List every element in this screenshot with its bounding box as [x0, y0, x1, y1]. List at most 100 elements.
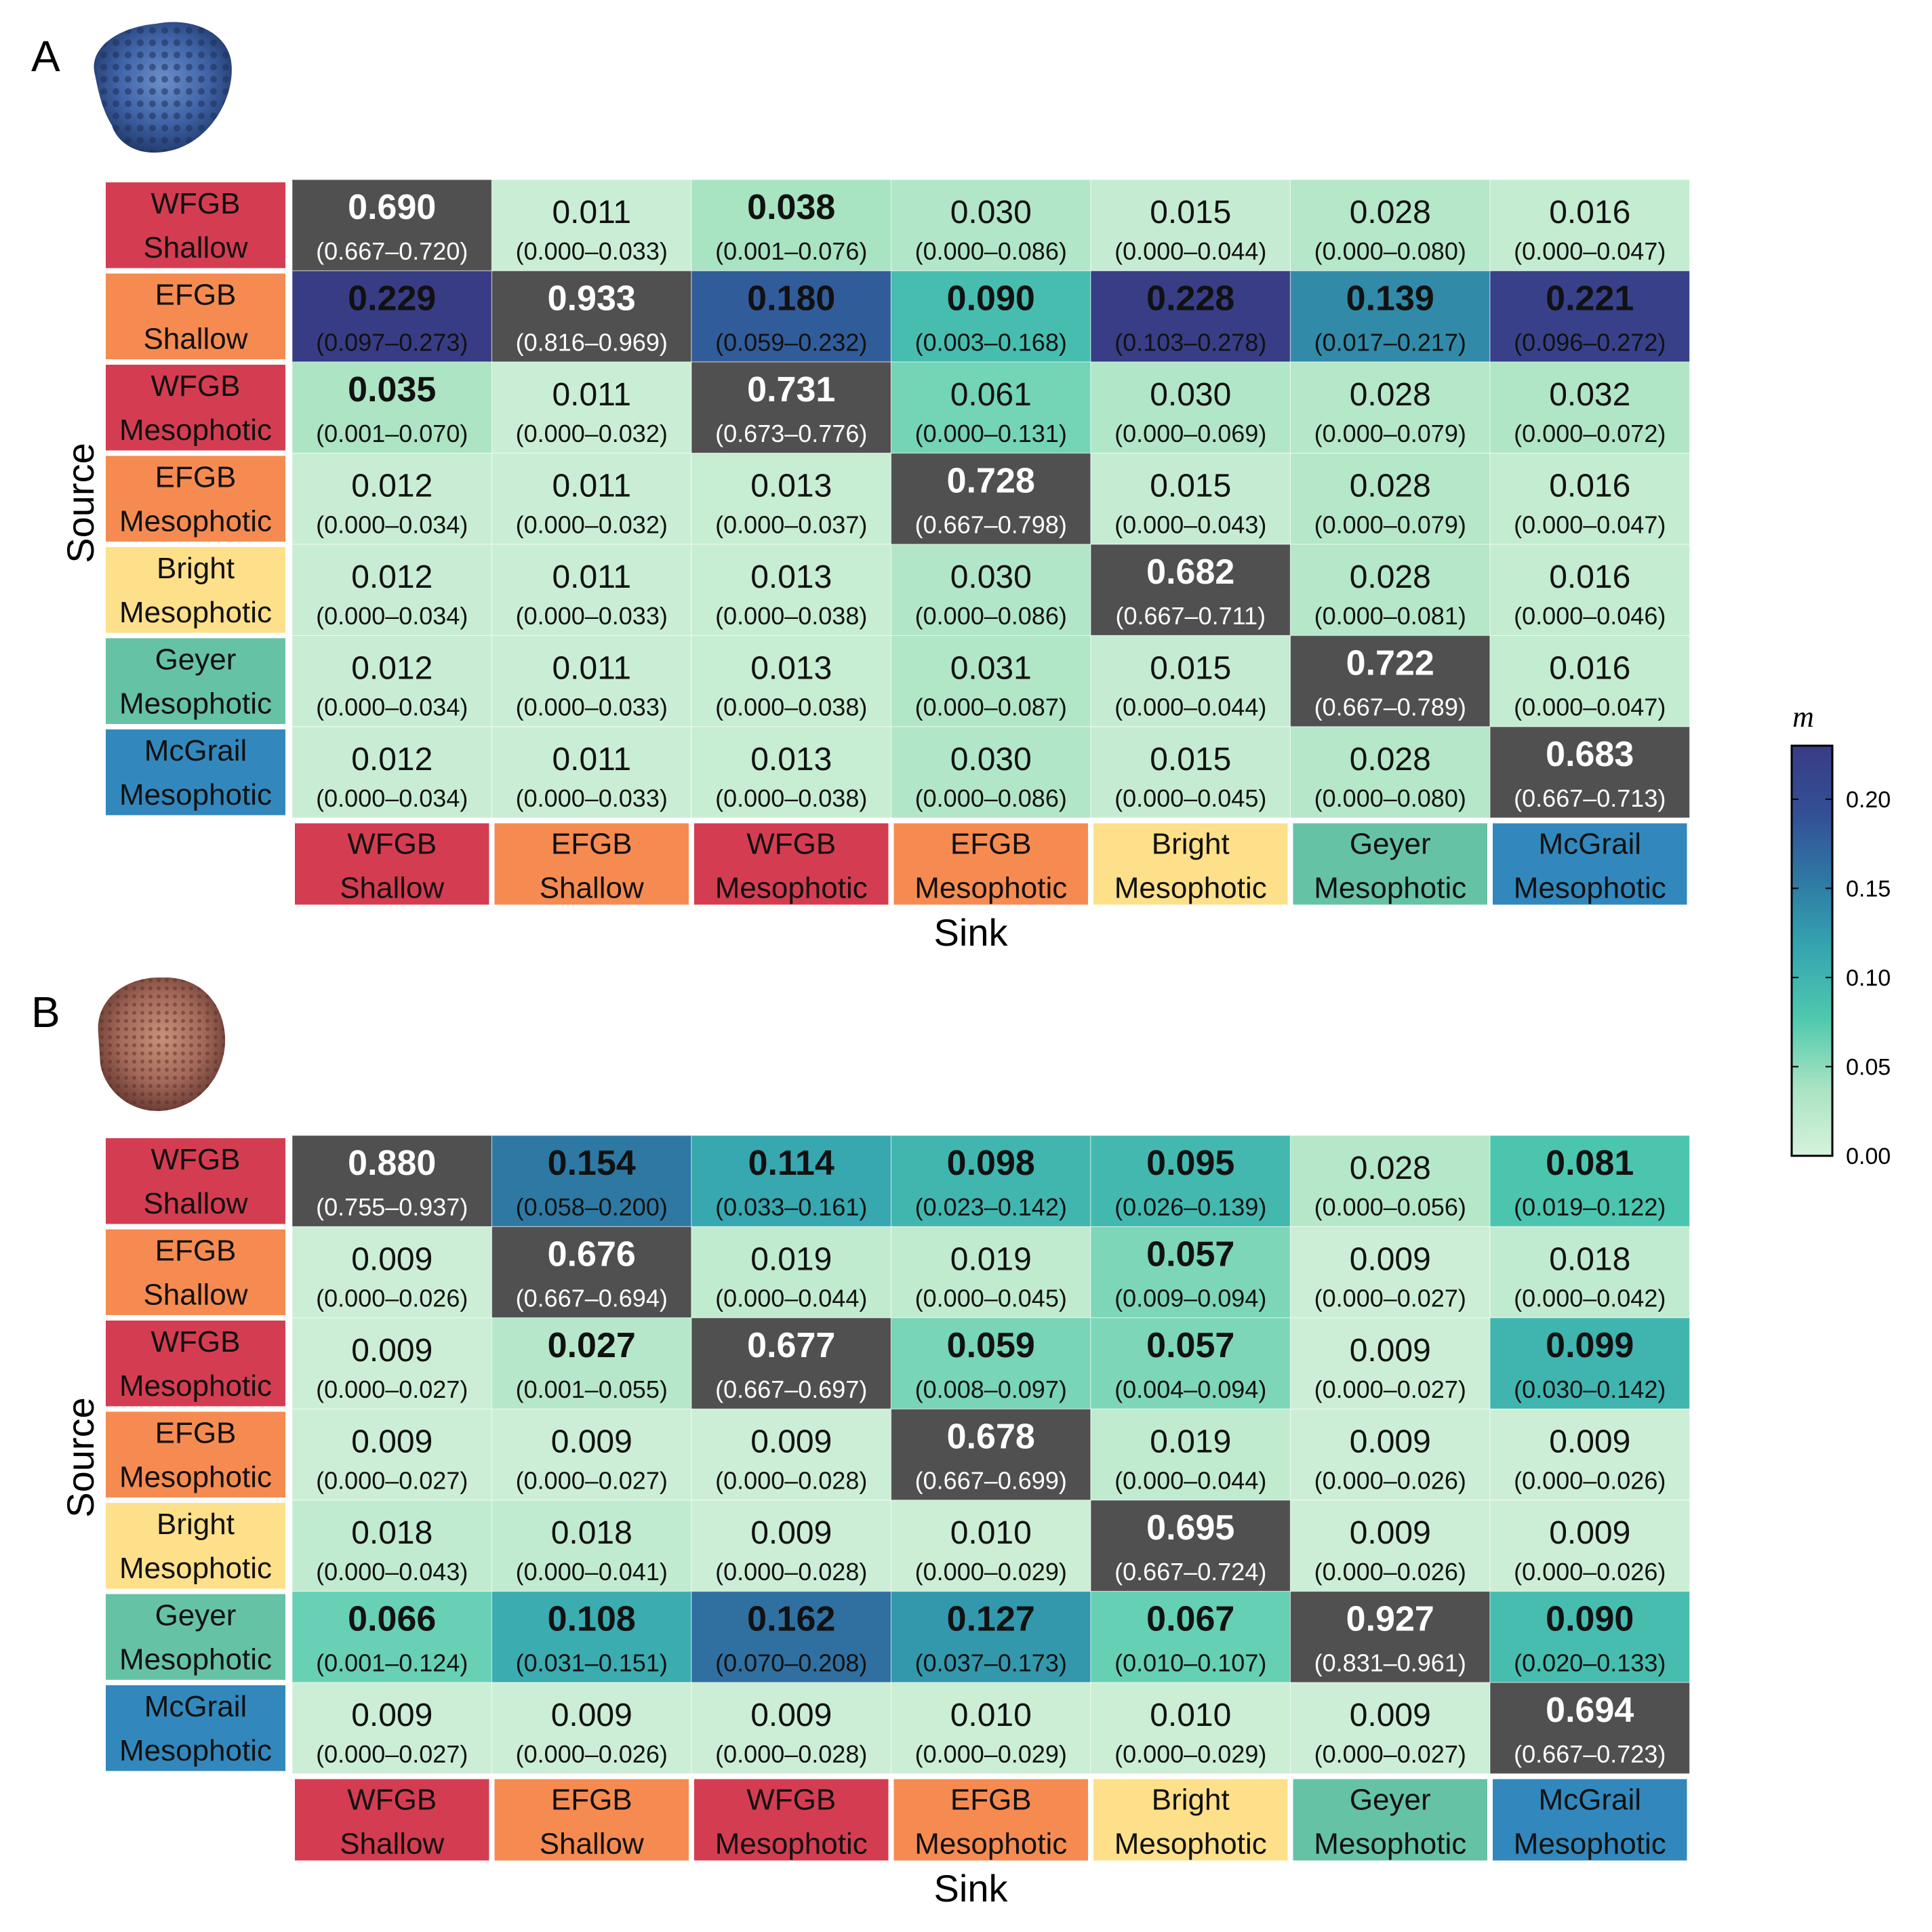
- cell-interval: (0.000–0.028): [715, 1467, 867, 1495]
- row-label-box: [106, 365, 285, 451]
- cell-interval: (0.000–0.029): [915, 1740, 1067, 1768]
- column-label-line2: Shallow: [540, 872, 644, 905]
- column-label-line1: WFGB: [347, 828, 437, 861]
- cell-interval: (0.001–0.124): [316, 1649, 468, 1677]
- column-label-line2: Mesophotic: [1314, 1828, 1466, 1861]
- cell-value: 0.012: [351, 559, 432, 595]
- colorbar-tick-label: 0.00: [1846, 1144, 1891, 1169]
- heatmap-cell: [691, 1682, 892, 1775]
- heatmap-cell: [1489, 544, 1691, 637]
- column-label-line2: Shallow: [540, 1828, 644, 1861]
- cell-value: 0.057: [1146, 1326, 1234, 1365]
- cell-value: 0.016: [1549, 468, 1630, 504]
- y-axis-title-a: Source: [59, 443, 102, 563]
- cell-value: 0.933: [548, 279, 636, 319]
- cell-interval: (0.667–0.697): [715, 1375, 867, 1403]
- heatmap-cell: [1489, 1590, 1691, 1683]
- cell-value: 0.018: [1549, 1242, 1630, 1278]
- cell-interval: (0.000–0.056): [1314, 1193, 1466, 1221]
- row-label-line1: WFGB: [151, 1143, 241, 1176]
- row-label-line2: Mesophotic: [119, 778, 272, 811]
- cell-value: 0.690: [348, 188, 436, 227]
- cell-interval: (0.000–0.026): [1314, 1558, 1466, 1586]
- cell-value: 0.018: [351, 1515, 432, 1551]
- cell-interval: (0.667–0.724): [1114, 1558, 1266, 1586]
- row-label-line1: EFGB: [155, 1417, 237, 1450]
- panel-a: A WFGB Shallow 0.690 (0.667–0.720) 0.011 (0.0…: [31, 22, 1691, 954]
- heatmap-cell: [291, 1226, 493, 1319]
- cell-interval: (0.000–0.026): [316, 1285, 468, 1312]
- column-label-line1: WFGB: [746, 1784, 836, 1817]
- heatmap-cell: [1489, 452, 1691, 545]
- cell-interval: (0.009–0.094): [1114, 1285, 1266, 1312]
- cell-value: 0.722: [1346, 644, 1434, 683]
- cell-interval: (0.000–0.069): [1114, 420, 1266, 447]
- cell-value: 0.229: [348, 279, 436, 319]
- cell-value: 0.139: [1346, 279, 1434, 319]
- column-label-line1: EFGB: [551, 828, 632, 861]
- heatmap-cell: [491, 1682, 692, 1775]
- cell-value: 0.011: [552, 651, 631, 687]
- heatmap-cell: [1289, 1500, 1491, 1592]
- column-label-line2: Mesophotic: [715, 1828, 868, 1861]
- cell-interval: (0.000–0.027): [1314, 1740, 1466, 1768]
- cell-value: 0.028: [1350, 742, 1431, 778]
- cell-interval: (0.000–0.034): [316, 784, 468, 812]
- cell-interval: (0.000–0.032): [516, 420, 668, 447]
- cell-interval: (0.000–0.044): [1114, 1467, 1266, 1495]
- heatmap-cell: [291, 544, 493, 637]
- column-label-line1: EFGB: [551, 1784, 632, 1817]
- row-label-line1: Geyer: [155, 1599, 237, 1632]
- cell-interval: (0.000–0.086): [915, 237, 1067, 265]
- cell-interval: (0.000–0.027): [1314, 1375, 1466, 1403]
- row-label-box: [106, 273, 285, 359]
- y-axis-title-b: Source: [59, 1397, 102, 1517]
- cell-interval: (0.030–0.142): [1514, 1375, 1666, 1403]
- cell-interval: (0.000–0.086): [915, 784, 1067, 812]
- heatmap-cell: [1090, 1500, 1291, 1592]
- column-label-line2: Shallow: [340, 872, 444, 905]
- cell-value: 0.081: [1546, 1144, 1634, 1183]
- cell-interval: (0.000–0.043): [1114, 511, 1266, 539]
- cell-value: 0.009: [1549, 1424, 1630, 1460]
- heatmap-cell: [691, 270, 892, 363]
- cell-interval: (0.000–0.044): [1114, 693, 1266, 721]
- heatmap-cell: [1289, 1226, 1491, 1319]
- cell-interval: (0.000–0.034): [316, 602, 468, 630]
- cell-interval: (0.037–0.173): [915, 1649, 1067, 1677]
- cell-value: 0.677: [747, 1326, 835, 1365]
- cell-value: 0.012: [351, 742, 432, 778]
- row-label-box: [106, 1138, 285, 1224]
- cell-value: 0.009: [351, 1424, 432, 1460]
- cell-value: 0.880: [348, 1144, 436, 1183]
- column-label-line1: McGrail: [1538, 828, 1641, 861]
- heatmap-cell: [890, 270, 1091, 363]
- cell-value: 0.032: [1549, 377, 1630, 413]
- cell-value: 0.678: [947, 1417, 1035, 1457]
- column-label-line2: Mesophotic: [1514, 872, 1666, 905]
- cell-interval: (0.000–0.029): [915, 1558, 1067, 1586]
- cell-interval: (0.673–0.776): [715, 420, 867, 447]
- cell-value: 0.015: [1150, 195, 1231, 230]
- column-label-line2: Mesophotic: [1314, 872, 1466, 905]
- heatmap-cell: [1090, 1317, 1291, 1410]
- cell-value: 0.009: [750, 1515, 832, 1551]
- heatmap-cell: [491, 1500, 692, 1592]
- cell-value: 0.114: [748, 1144, 834, 1183]
- cell-value: 0.061: [950, 377, 1032, 413]
- heatmap-cell: [291, 726, 493, 819]
- heatmap-cell: [491, 726, 692, 819]
- cell-value: 0.028: [1350, 377, 1431, 413]
- cell-value: 0.027: [548, 1326, 636, 1365]
- coral-icon-b: [98, 977, 226, 1111]
- cell-value: 0.066: [348, 1600, 436, 1639]
- heatmap-cell: [1489, 179, 1691, 272]
- cell-interval: (0.000–0.027): [316, 1467, 468, 1495]
- cell-interval: (0.000–0.034): [316, 511, 468, 539]
- column-label-line1: Geyer: [1350, 828, 1431, 861]
- cell-interval: (0.000–0.038): [715, 602, 867, 630]
- cell-value: 0.067: [1146, 1600, 1234, 1639]
- cell-interval: (0.667–0.723): [1514, 1740, 1666, 1768]
- heatmap-grid-a: WFGB Shallow 0.690 (0.667–0.720) 0.011 (0.000…: [106, 179, 1691, 905]
- heatmap-cell: [1090, 1590, 1291, 1683]
